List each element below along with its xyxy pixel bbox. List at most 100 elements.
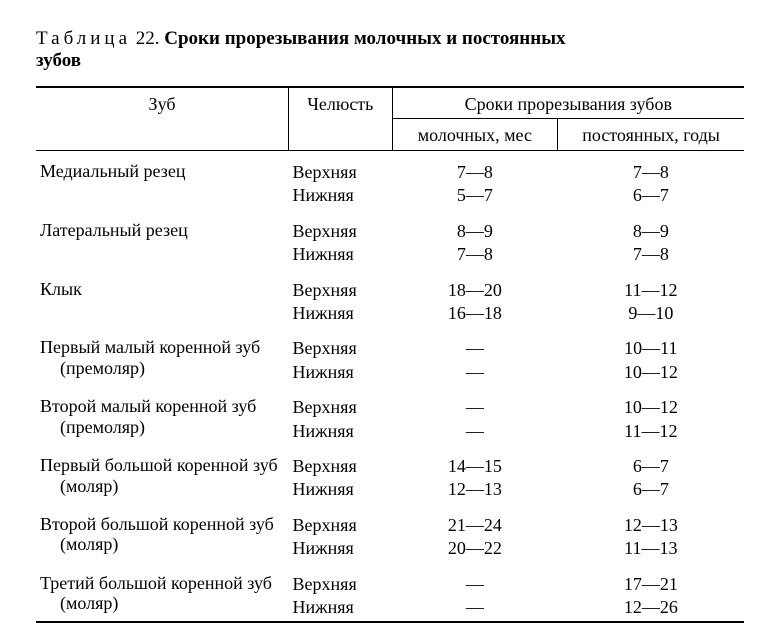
cell-permanent-upper: 7—8: [558, 161, 744, 184]
cell-milk-upper: —: [392, 396, 558, 419]
cell-jaw-upper: Верхняя: [293, 514, 393, 537]
cell-permanent-upper: 10—11: [558, 337, 744, 360]
table-row: Клык ВерхняяНижняя18—2016—1811—129—10: [36, 269, 744, 328]
cell-milk-lower: —: [392, 420, 558, 443]
cell-jaw-upper: Верхняя: [293, 573, 393, 596]
cell-milk-upper: 8—9: [392, 220, 558, 243]
tooth-name: Латеральный резец: [40, 220, 281, 241]
cell-permanent: 17—2112—26: [558, 563, 744, 623]
tooth-name: Второй малый коренной зуб (премоляр): [40, 396, 281, 437]
cell-permanent-upper: 8—9: [558, 220, 744, 243]
cell-tooth: Медиальный резец: [36, 151, 289, 210]
tooth-name: Медиальный резец: [40, 161, 281, 182]
cell-jaw: ВерхняяНижняя: [289, 504, 393, 563]
cell-jaw: ВерхняяНижняя: [289, 210, 393, 269]
th-tooth: Зуб: [36, 87, 289, 151]
cell-jaw-upper: Верхняя: [293, 396, 393, 419]
table-row: Первый малый коренной зуб (премоляр)Верх…: [36, 327, 744, 386]
table-row: Медиальный резецВерхняяНижняя7—85—77—86—…: [36, 151, 744, 210]
caption-number: 22.: [136, 28, 160, 49]
cell-permanent: 11—129—10: [558, 269, 744, 328]
th-jaw: Челюсть: [289, 87, 393, 151]
cell-jaw-lower: Нижняя: [293, 243, 393, 266]
cell-tooth: Третий большой коренной зуб (моляр): [36, 563, 289, 623]
caption-title-2: зубов: [36, 50, 81, 71]
cell-jaw-lower: Нижняя: [293, 596, 393, 619]
cell-permanent-upper: 6—7: [558, 455, 744, 478]
cell-jaw-lower: Нижняя: [293, 184, 393, 207]
table-row: Третий большой коренной зуб (моляр)Верхн…: [36, 563, 744, 623]
cell-tooth: Второй малый коренной зуб (премоляр): [36, 386, 289, 445]
cell-milk-lower: 20—22: [392, 537, 558, 560]
cell-permanent-lower: 12—26: [558, 596, 744, 619]
cell-permanent: 12—1311—13: [558, 504, 744, 563]
cell-jaw-upper: Верхняя: [293, 337, 393, 360]
cell-jaw-upper: Верхняя: [293, 161, 393, 184]
cell-permanent-upper: 17—21: [558, 573, 744, 596]
cell-permanent: 10—1110—12: [558, 327, 744, 386]
cell-permanent: 8—97—8: [558, 210, 744, 269]
cell-jaw: ВерхняяНижняя: [289, 445, 393, 504]
cell-permanent: 10—1211—12: [558, 386, 744, 445]
cell-jaw-lower: Нижняя: [293, 302, 393, 325]
cell-permanent-lower: 6—7: [558, 184, 744, 207]
cell-permanent-upper: 11—12: [558, 279, 744, 302]
cell-jaw-lower: Нижняя: [293, 537, 393, 560]
cell-milk-lower: 7—8: [392, 243, 558, 266]
cell-permanent-upper: 12—13: [558, 514, 744, 537]
cell-milk-upper: 7—8: [392, 161, 558, 184]
table-row: Второй малый коренной зуб (премоляр)Верх…: [36, 386, 744, 445]
cell-tooth: Клык: [36, 269, 289, 328]
table-caption: Таблица 22. Сроки прорезывания молочных …: [36, 28, 744, 72]
cell-milk-upper: —: [392, 573, 558, 596]
cell-permanent-lower: 7—8: [558, 243, 744, 266]
cell-milk: 14—1512—13: [392, 445, 558, 504]
cell-jaw-upper: Верхняя: [293, 455, 393, 478]
table-row: Второй большой коренной зуб (моляр)Верхн…: [36, 504, 744, 563]
cell-milk: ——: [392, 327, 558, 386]
th-permanent: постоянных, годы: [558, 119, 744, 151]
cell-milk: 18—2016—18: [392, 269, 558, 328]
table-row: Латеральный резецВерхняяНижняя8—97—88—97…: [36, 210, 744, 269]
cell-milk: ——: [392, 386, 558, 445]
cell-permanent-upper: 10—12: [558, 396, 744, 419]
tooth-name: Клык: [40, 279, 281, 300]
cell-milk-lower: —: [392, 361, 558, 384]
cell-tooth: Латеральный резец: [36, 210, 289, 269]
cell-permanent-lower: 11—12: [558, 420, 744, 443]
cell-milk-lower: 12—13: [392, 478, 558, 501]
cell-jaw: ВерхняяНижняя: [289, 327, 393, 386]
cell-milk-upper: 21—24: [392, 514, 558, 537]
table-body: Медиальный резецВерхняяНижняя7—85—77—86—…: [36, 151, 744, 623]
cell-milk-upper: —: [392, 337, 558, 360]
cell-jaw-lower: Нижняя: [293, 478, 393, 501]
cell-milk: 21—2420—22: [392, 504, 558, 563]
cell-milk: 7—85—7: [392, 151, 558, 210]
cell-milk-upper: 14—15: [392, 455, 558, 478]
th-milk: молочных, мес: [392, 119, 558, 151]
tooth-name: Третий большой коренной зуб (моляр): [40, 573, 281, 614]
cell-permanent: 7—86—7: [558, 151, 744, 210]
tooth-name: Второй большой коренной зуб (моляр): [40, 514, 281, 555]
cell-permanent-lower: 11—13: [558, 537, 744, 560]
caption-label: Таблица: [36, 28, 131, 49]
cell-jaw-lower: Нижняя: [293, 420, 393, 443]
caption-title-1: Сроки прорезывания молочных и постоянных: [164, 28, 565, 49]
cell-jaw: ВерхняяНижняя: [289, 386, 393, 445]
cell-jaw: ВерхняяНижняя: [289, 269, 393, 328]
cell-jaw-upper: Верхняя: [293, 279, 393, 302]
cell-permanent-lower: 10—12: [558, 361, 744, 384]
tooth-name: Первый малый коренной зуб (премоляр): [40, 337, 281, 378]
cell-tooth: Первый большой коренной зуб (моляр): [36, 445, 289, 504]
cell-permanent-lower: 6—7: [558, 478, 744, 501]
cell-jaw-upper: Верхняя: [293, 220, 393, 243]
cell-milk: 8—97—8: [392, 210, 558, 269]
cell-milk-upper: 18—20: [392, 279, 558, 302]
cell-tooth: Первый малый коренной зуб (премоляр): [36, 327, 289, 386]
cell-permanent: 6—76—7: [558, 445, 744, 504]
cell-milk-lower: 5—7: [392, 184, 558, 207]
cell-jaw-lower: Нижняя: [293, 361, 393, 384]
cell-milk-lower: —: [392, 596, 558, 619]
cell-milk: ——: [392, 563, 558, 623]
cell-jaw: ВерхняяНижняя: [289, 563, 393, 623]
